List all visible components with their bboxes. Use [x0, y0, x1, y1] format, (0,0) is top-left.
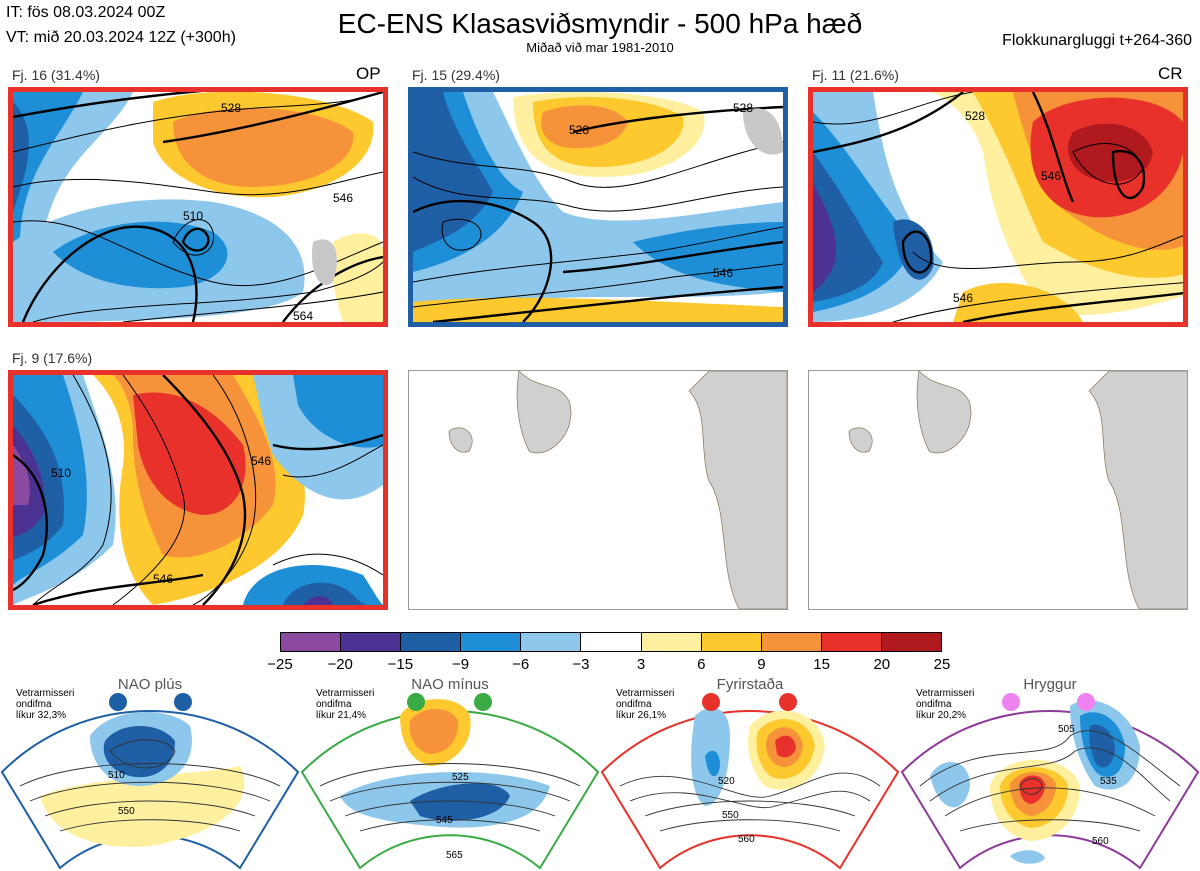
regime-contour-label: 520	[718, 776, 735, 787]
cluster-4-contour-label: 546	[153, 572, 173, 586]
colorbar-tick-label: 15	[813, 656, 830, 673]
regime-info: Vetrarmisseri ondifma líkur 32,3%	[16, 688, 74, 721]
regime-info: Vetrarmisseri ondifma líkur 20,2%	[916, 688, 974, 721]
colorbar: −25 −20 −15 −9 −6 −3 3 6 9 15 20 25	[267, 632, 950, 673]
empty-map-panel	[408, 370, 788, 610]
regime-season: Vetrarmisseri	[16, 688, 75, 699]
regime-contour-label: 550	[722, 810, 739, 821]
cluster-map-1: 528 546 510 564	[8, 87, 388, 327]
regime-season: Vetrarmisseri	[616, 688, 675, 699]
colorbar-tick-label: −15	[387, 656, 414, 673]
regime-info: Vetrarmisseri ondifma líkur 21,4%	[316, 688, 374, 721]
regime-name: NAO plús	[117, 676, 183, 693]
regime-contour-label: 550	[118, 806, 135, 817]
cluster-4-label: Fj. 9 (17.6%)	[12, 350, 93, 366]
regime-season: Vetrarmisseri	[916, 688, 975, 699]
regime-contour-label: 525	[452, 772, 469, 783]
regime-contour-label: 535	[1100, 776, 1117, 787]
cluster-3-tag: CR	[1158, 64, 1183, 83]
colorbar-tick-label: −20	[327, 656, 353, 673]
colorbar-swatch	[761, 633, 822, 651]
colorbar-tick-label: 3	[636, 656, 646, 673]
colorbar-tick-label: 25	[933, 656, 951, 673]
cluster-4-contour-label: 510	[51, 466, 71, 480]
cluster-map-2: 528 528 546	[408, 87, 788, 327]
classification-window: Flokkunargluggi t+264-360	[1002, 32, 1192, 49]
cluster-3-contour-label: 528	[965, 109, 985, 123]
regime-months: ondifma	[16, 699, 52, 710]
colorbar-swatch	[461, 633, 522, 651]
regime-contour-label: 560	[1092, 836, 1109, 847]
cluster-map-3: 528 546 546	[808, 87, 1188, 327]
regime-blocking: 520 550 560 Fyrirstaða Vetrarmisseri ond…	[600, 676, 900, 871]
cluster-3-contour-label: 546	[953, 291, 973, 305]
colorbar-swatch	[881, 633, 942, 651]
colorbar-swatch	[521, 633, 582, 651]
regime-season: Vetrarmisseri	[316, 688, 375, 699]
colorbar-tick-label: 9	[757, 656, 766, 673]
cluster-3-label: Fj. 11 (21.6%)	[812, 67, 899, 83]
regime-nao-plus: 510 550 NAO plús Vetrarmisseri ondifma l…	[0, 676, 300, 871]
regime-contour-label: 565	[446, 850, 463, 861]
regime-name: Hryggur	[1023, 676, 1077, 693]
cluster-4-contour-label: 546	[251, 454, 271, 468]
colorbar-tick-label: 6	[697, 656, 706, 673]
regime-probability: líkur 26,1%	[616, 710, 667, 721]
regime-name: NAO mínus	[411, 676, 489, 693]
regime-contour-label: 510	[108, 770, 125, 781]
regime-months: ondifma	[616, 699, 652, 710]
regime-probability: líkur 21,4%	[316, 710, 367, 721]
cluster-1-contour-label: 564	[293, 309, 313, 322]
regime-months: ondifma	[316, 699, 352, 710]
cluster-1-contour-label: 546	[333, 191, 353, 205]
regime-probability: líkur 20,2%	[916, 710, 967, 721]
cluster-3-contour-label: 546	[1041, 169, 1061, 183]
colorbar-swatch	[701, 633, 762, 651]
colorbar-swatch	[641, 633, 702, 651]
regime-probability: líkur 32,3%	[16, 710, 67, 721]
empty-map-panel	[808, 370, 1188, 610]
colorbar-tick-label: −3	[572, 656, 590, 673]
colorbar-swatch	[581, 633, 642, 651]
colorbar-tick-label: −6	[512, 656, 530, 673]
regime-name: Fyrirstaða	[716, 676, 784, 693]
cluster-1-contour-label: 528	[221, 101, 241, 115]
colorbar-swatches	[280, 632, 942, 652]
issue-time: IT: fös 08.03.2024 00Z	[6, 4, 166, 21]
cluster-2-contour-label: 528	[733, 101, 753, 115]
valid-time: VT: mið 20.03.2024 12Z (+300h)	[6, 29, 236, 46]
cluster-2-contour-label: 546	[713, 266, 733, 280]
regime-contour-label: 545	[436, 815, 453, 826]
regime-contour-label: 560	[738, 834, 755, 845]
regime-nao-minus: 525 545 565 NAO mínus Vetrarmisseri ondi…	[300, 676, 600, 871]
regime-contour-label: 505	[1058, 724, 1075, 735]
colorbar-tick-label: 20	[873, 656, 891, 673]
cluster-1-tag: OP	[356, 64, 381, 83]
colorbar-swatch	[401, 633, 462, 651]
cluster-1-contour-label: 510	[183, 209, 203, 223]
colorbar-swatch	[281, 633, 342, 651]
cluster-map-4: 510 546 546	[8, 370, 388, 610]
cluster-2-label: Fj. 15 (29.4%)	[412, 67, 500, 83]
regime-ridge: 505 535 560 Hryggur Vetrarmisseri ondifm…	[900, 676, 1200, 871]
page-subtitle: Miðað við mar 1981-2010	[526, 40, 674, 55]
colorbar-tick-label: −25	[267, 656, 293, 673]
colorbar-swatch	[341, 633, 402, 651]
colorbar-swatch	[821, 633, 882, 651]
regime-months: ondifma	[916, 699, 952, 710]
cluster-2-contour-label: 528	[569, 123, 589, 137]
regime-info: Vetrarmisseri ondifma líkur 26,1%	[616, 688, 674, 721]
cluster-1-label: Fj. 16 (31.4%)	[12, 67, 100, 83]
page-title: EC-ENS Klasasviðsmyndir - 500 hPa hæð	[337, 8, 863, 39]
colorbar-tick-label: −9	[451, 656, 470, 673]
